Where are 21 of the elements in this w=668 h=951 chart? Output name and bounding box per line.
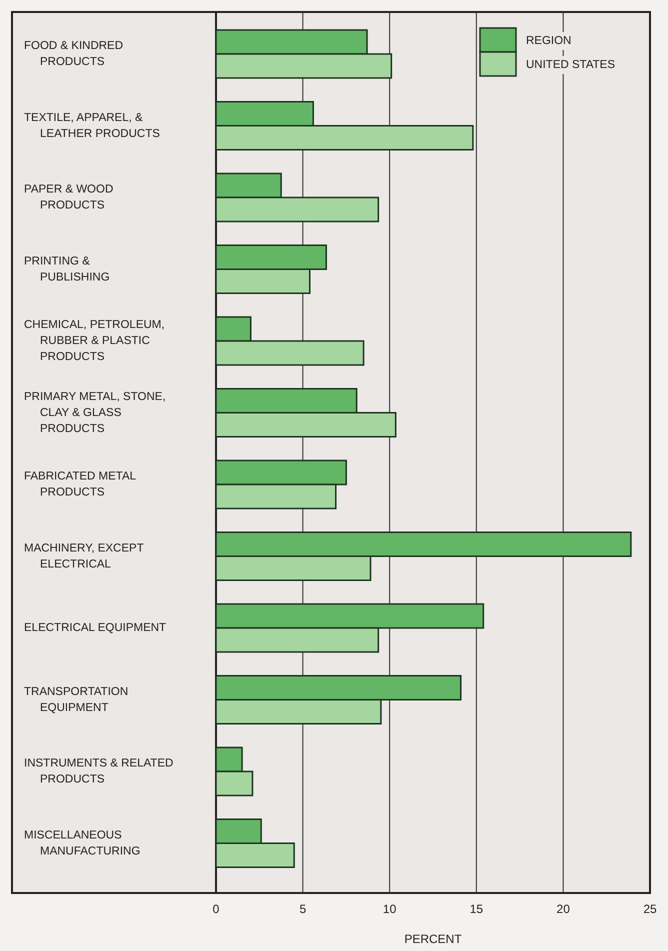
y-tick-label: PAPER & WOOD PRODUCTS <box>24 184 114 212</box>
y-tick-label: CHEMICAL, PETROLEUM, RUBBER & PLASTIC PRODUCTS <box>24 319 165 364</box>
x-tick-label: 5 <box>299 902 306 916</box>
x-tick-label: 0 <box>212 902 220 916</box>
y-tick-label: MISCELLANEOUS MANUFACTURING <box>24 829 140 858</box>
x-tick-label: 10 <box>382 902 397 916</box>
x-tick-label: 15 <box>470 902 484 916</box>
legend-label: REGION <box>526 35 572 48</box>
y-tick-label: MACHINERY, EXCEPT ELECTRICAL <box>24 542 144 570</box>
y-tick-label: ELECTRICAL EQUIPMENT <box>24 622 166 634</box>
y-tick-label: PRIMARY METAL, STONE, CLAY & GLASS PRODUCTS <box>24 390 166 435</box>
y-tick-label: PRINTING & PUBLISHING <box>24 255 110 284</box>
y-tick-label: TEXTILE, APPAREL, & LEATHER PRODUCTS <box>24 112 160 140</box>
x-axis-title: PERCENT <box>404 932 462 946</box>
y-tick-label: FOOD & KINDRED PRODUCTS <box>24 40 124 68</box>
x-tick-label: 25 <box>643 902 657 916</box>
y-tick-label: FABRICATED METAL PRODUCTS <box>24 470 137 499</box>
y-tick-label: INSTRUMENTS & RELATED PRODUCTS <box>24 758 174 786</box>
x-tick-label: 20 <box>556 902 570 916</box>
legend-label: UNITED STATES <box>526 59 616 72</box>
y-tick-label: TRANSPORTATION EQUIPMENT <box>24 686 128 714</box>
